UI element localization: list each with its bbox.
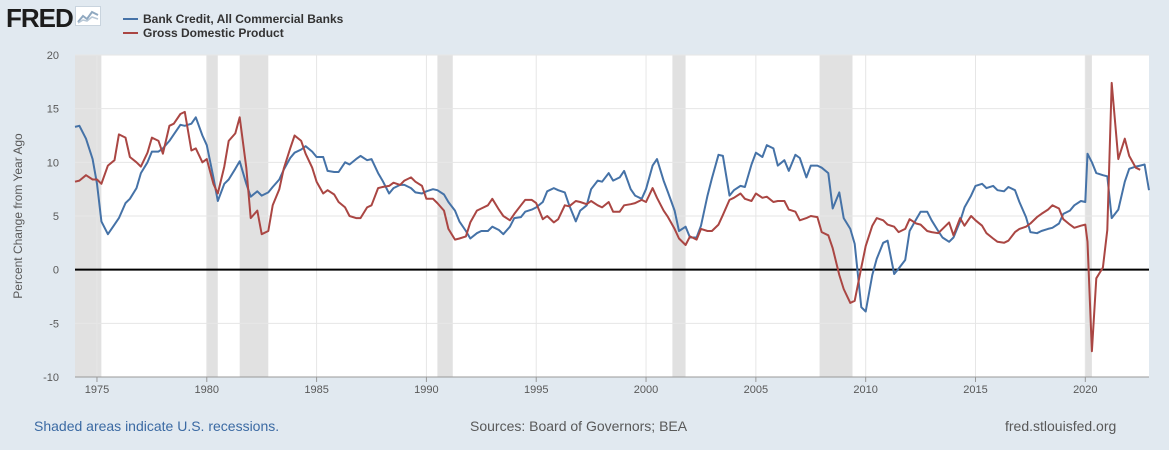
x-tick-label: 1990 — [414, 384, 438, 396]
sources-note: Sources: Board of Governors; BEA — [470, 418, 688, 434]
series-line-gdp — [74, 81, 1141, 353]
y-tick-label: -10 — [43, 372, 59, 384]
x-tick-label: 1985 — [304, 384, 328, 396]
fred-logo-chart-icon — [74, 5, 101, 31]
legend-swatch-bank-credit — [123, 18, 138, 20]
legend-item-bank-credit[interactable]: Bank Credit, All Commercial Banks — [123, 12, 343, 26]
legend-label-gdp: Gross Domestic Product — [143, 26, 284, 40]
y-tick-label: 15 — [47, 104, 59, 116]
legend-item-gdp[interactable]: Gross Domestic Product — [123, 26, 343, 40]
x-tick-label: 2000 — [634, 384, 658, 396]
x-tick-label: 2005 — [744, 384, 768, 396]
site-link[interactable]: fred.stlouisfed.org — [1005, 418, 1117, 434]
y-tick-label: -5 — [49, 318, 59, 330]
legend-label-bank-credit: Bank Credit, All Commercial Banks — [143, 12, 344, 26]
recession-note: Shaded areas indicate U.S. recessions. — [34, 418, 280, 434]
legend-swatch-gdp — [123, 32, 138, 34]
y-tick-label: 5 — [53, 211, 59, 223]
x-tick-label: 1980 — [195, 384, 219, 396]
y-tick-label: 10 — [47, 157, 59, 169]
x-tick-label: 1995 — [524, 384, 548, 396]
fred-brand[interactable]: FRED — [6, 4, 101, 32]
y-tick-label: 20 — [47, 50, 59, 62]
y-tick-label: 0 — [53, 265, 59, 277]
x-tick-label: 2015 — [963, 384, 987, 396]
x-tick-label: 1975 — [85, 384, 109, 396]
x-tick-label: 2010 — [853, 384, 877, 396]
fred-logo-text: FRED — [6, 3, 74, 33]
x-tick-label: 2020 — [1073, 384, 1097, 396]
legend: Bank Credit, All Commercial Banks Gross … — [123, 12, 343, 40]
series-line-bank-credit — [74, 116, 1150, 313]
